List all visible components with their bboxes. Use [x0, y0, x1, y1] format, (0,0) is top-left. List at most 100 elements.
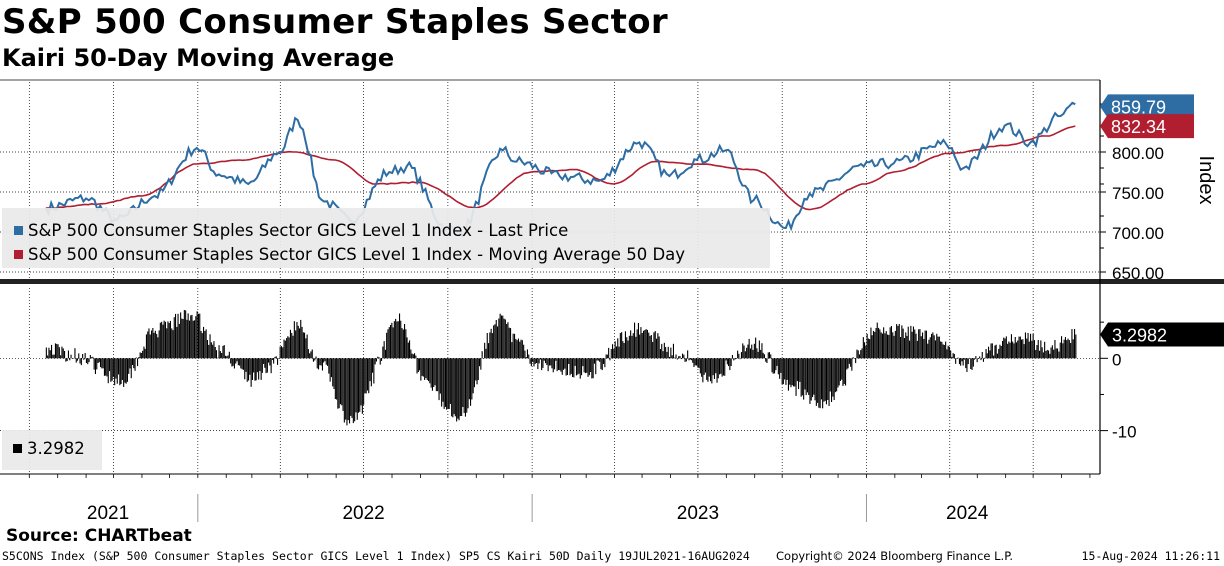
kairi-bar [1022, 339, 1024, 359]
kairi-bar [667, 346, 669, 359]
ytick-label-top-3: 800.00 [1112, 144, 1164, 163]
kairi-bar [791, 358, 793, 386]
kairi-bar [760, 349, 762, 359]
kairi-bar [404, 324, 406, 359]
kairi-bar [177, 313, 179, 359]
kairi-bar [214, 347, 216, 359]
kairi-bar [542, 358, 544, 368]
kairi-bar [912, 326, 914, 359]
kairi-bar [834, 358, 836, 393]
kairi-bar [253, 358, 255, 373]
kairi-bar [192, 320, 194, 359]
kairi-bar [480, 358, 482, 370]
kairi-bar [770, 354, 772, 359]
kairi-bar [92, 356, 94, 359]
kairi-bar [98, 358, 100, 363]
kairi-bar [924, 330, 926, 359]
kairi-bar [902, 328, 904, 359]
kairi-bar [1027, 333, 1029, 359]
kairi-bar [731, 355, 733, 359]
kairi-bar [111, 358, 113, 381]
kairi-bar [674, 357, 676, 359]
kairi-bar [319, 358, 321, 366]
kairi-bar [883, 327, 885, 359]
kairi-bar [569, 358, 571, 376]
kairi-bar [152, 328, 154, 359]
kairi-bar [296, 322, 298, 359]
kairi-bar [610, 349, 612, 359]
kairi-bar [662, 351, 664, 359]
kairi-bar [1059, 342, 1061, 359]
kairi-bar [402, 329, 404, 359]
kairi-bar [1049, 353, 1051, 359]
kairi-bar [415, 355, 417, 359]
kairi-bar [634, 322, 636, 359]
kairi-bar [453, 358, 455, 415]
kairi-bar [336, 358, 338, 400]
kairi-bar [719, 358, 721, 375]
kairi-bar [936, 333, 938, 359]
kairi-bar [996, 353, 998, 359]
kairi-bar [941, 341, 943, 359]
ma-last-tag-label: 832.34 [1111, 117, 1166, 137]
kairi-bar [857, 350, 859, 359]
kairi-bar [354, 358, 356, 422]
kairi-bar [486, 333, 488, 359]
kairi-bar [817, 358, 819, 403]
kairi-bar [435, 358, 437, 392]
kairi-bar [588, 358, 590, 376]
kairi-bar [756, 348, 758, 359]
kairi-bar [738, 353, 740, 359]
kairi-bar [171, 328, 173, 359]
kairi-bar [74, 348, 76, 359]
kairi-bar [338, 358, 340, 409]
kairi-bar [613, 348, 615, 359]
kairi-bar [865, 345, 867, 359]
kairi-bar [752, 349, 754, 359]
kairi-bar [400, 320, 402, 359]
kairi-bar [241, 358, 243, 370]
kairi-bar [94, 358, 96, 374]
kairi-bar [925, 330, 927, 359]
kairi-bar [537, 358, 539, 370]
kairi-bar [312, 358, 314, 362]
kairi-bar [1075, 334, 1077, 359]
kairi-bar [572, 358, 574, 377]
kairi-bar [1015, 342, 1017, 359]
kairi-bar [665, 347, 667, 359]
kairi-bar [52, 354, 54, 359]
kairi-bar [822, 358, 824, 409]
kairi-bar [163, 320, 165, 359]
kairi-bar [67, 350, 69, 359]
kairi-bar [648, 332, 650, 359]
kairi-bar [228, 351, 230, 359]
kairi-bar [329, 358, 331, 382]
kairi-bar [1074, 329, 1076, 359]
kairi-bar [224, 355, 226, 359]
kairi-bar [297, 325, 299, 359]
kairi-bar [271, 358, 273, 360]
kairi-bar [776, 358, 778, 366]
kairi-bar [180, 312, 182, 359]
kairi-bar [547, 358, 549, 372]
kairi-bar [159, 322, 161, 359]
kairi-bar [503, 318, 505, 359]
kairi-bar [461, 358, 463, 416]
kairi-bar [1036, 345, 1038, 359]
kairi-bar [87, 358, 89, 365]
kairi-bar [1017, 340, 1019, 359]
kairi-bar [1064, 337, 1066, 359]
kairi-bar [491, 333, 493, 359]
kairi-bar [1045, 351, 1047, 359]
kairi-bar [599, 358, 601, 362]
kairi-bar [279, 346, 281, 359]
kairi-bar [564, 358, 566, 369]
kairi-bar [914, 329, 916, 359]
kairi-bar [832, 358, 834, 397]
kairi-bar [888, 334, 890, 359]
kairi-bar [852, 357, 854, 359]
kairi-bar [605, 354, 607, 359]
kairi-bar [720, 358, 722, 374]
kairi-bar [258, 358, 260, 380]
kairi-bar [341, 358, 343, 406]
